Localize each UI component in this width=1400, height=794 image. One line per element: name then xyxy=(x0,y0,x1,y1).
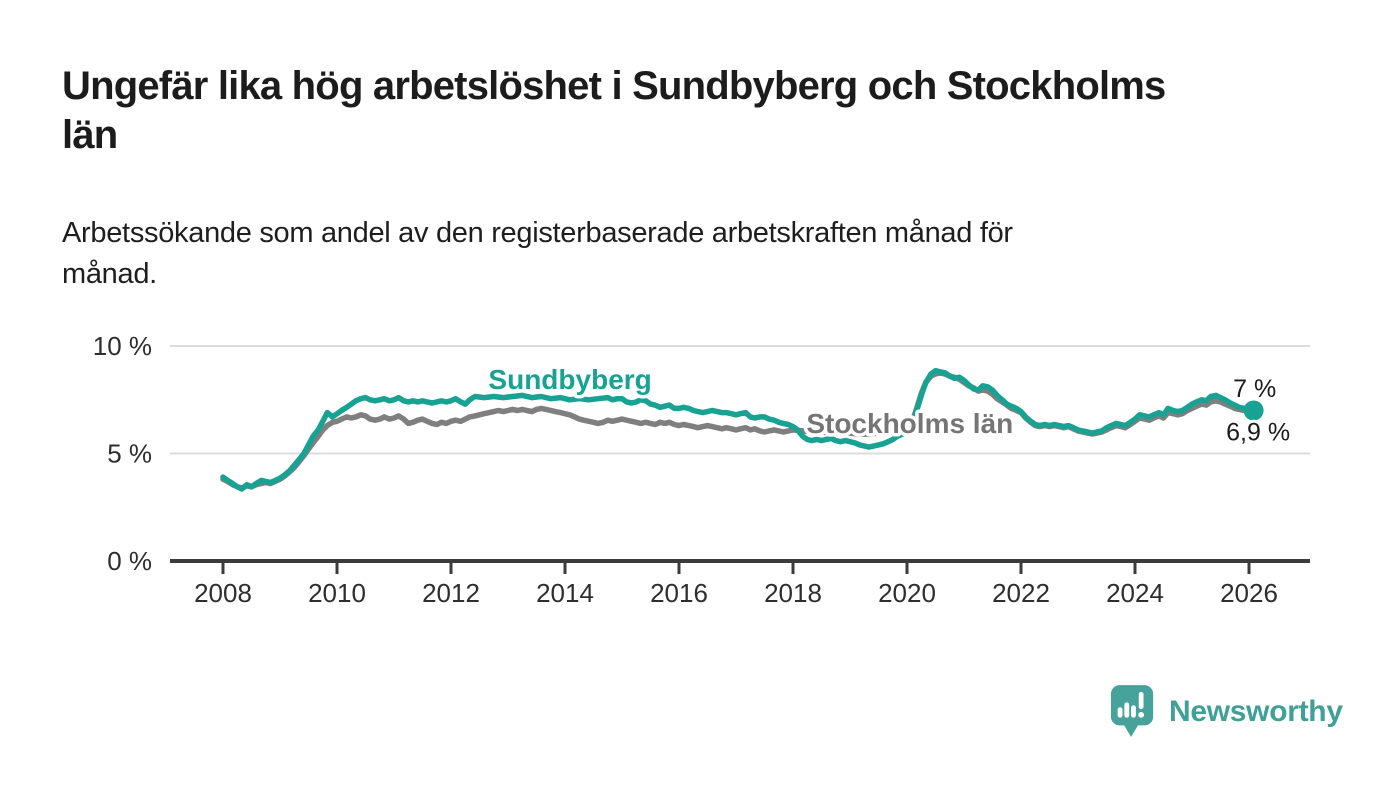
newsworthy-bubble-chart-icon xyxy=(1110,685,1154,737)
chart-subtitle: Arbetssökande som andel av den registerb… xyxy=(62,213,1302,295)
x-axis-label: 2014 xyxy=(536,578,594,608)
x-axis-label: 2026 xyxy=(1220,578,1278,608)
x-axis-label: 2018 xyxy=(764,578,822,608)
chart-subtitle-line-1: Arbetssökande som andel av den registerb… xyxy=(62,217,1013,249)
x-axis-label: 2022 xyxy=(992,578,1050,608)
page-title-line-2: län xyxy=(62,113,118,157)
chart-subtitle-line-2: månad. xyxy=(62,258,157,290)
x-axis-label: 2024 xyxy=(1106,578,1164,608)
newsworthy-logo: Newsworthy xyxy=(1110,684,1343,740)
y-axis-label: 10 % xyxy=(93,331,152,361)
y-axis-label: 0 % xyxy=(107,546,152,576)
x-axis-label: 2016 xyxy=(650,578,708,608)
newsworthy-wordmark: Newsworthy xyxy=(1169,695,1343,728)
page-title-line-1: Ungefär lika hög arbetslöshet i Sundbybe… xyxy=(62,64,1166,108)
end-value-label: 7 % xyxy=(1233,375,1276,403)
series-label-stockholms-lan: Stockholms län xyxy=(806,408,1013,439)
x-axis-label: 2012 xyxy=(422,578,480,608)
y-axis-label: 5 % xyxy=(107,439,152,469)
series-label-sundbyberg: Sundbyberg xyxy=(488,364,651,395)
page-title: Ungefär lika hög arbetslöshet i Sundbybe… xyxy=(62,62,1352,160)
series-end-dot-sundbyberg xyxy=(1243,400,1264,421)
end-value-label: 6,9 % xyxy=(1226,419,1290,447)
x-axis-label: 2010 xyxy=(308,578,366,608)
series-line-sundbyberg xyxy=(220,367,1257,492)
x-axis-label: 2020 xyxy=(878,578,936,608)
x-axis-label: 2008 xyxy=(194,578,252,608)
